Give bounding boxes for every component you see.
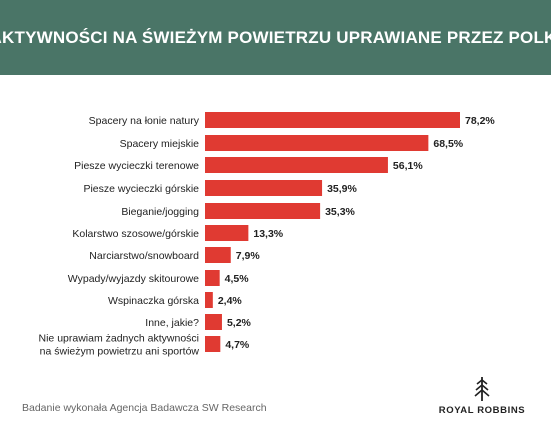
value-label: 13,3% bbox=[253, 228, 283, 240]
category-label: Wspinaczka górska bbox=[108, 295, 199, 307]
tree-icon bbox=[474, 377, 490, 401]
brand-name: ROYAL ROBBINS bbox=[438, 405, 526, 416]
category-label: Kolarstwo szosowe/górskie bbox=[72, 228, 199, 240]
category-label: Bieganie/jogging bbox=[121, 206, 199, 218]
category-label: Narciarstwo/snowboard bbox=[89, 250, 199, 262]
category-label: Inne, jakie? bbox=[145, 317, 199, 329]
chart-title: AKTYWNOŚCI NA ŚWIEŻYM POWIETRZU UPRAWIAN… bbox=[0, 27, 551, 47]
category-label: Spacery na łonie natury bbox=[89, 115, 200, 127]
value-label: 4,5% bbox=[225, 273, 250, 285]
bar bbox=[205, 270, 220, 286]
value-label: 56,1% bbox=[393, 160, 423, 172]
category-label: Piesze wycieczki górskie bbox=[83, 183, 199, 195]
category-label: Nie uprawiam żadnych aktywności na świeży… bbox=[39, 333, 200, 358]
bar bbox=[205, 180, 323, 196]
value-label: 35,9% bbox=[327, 183, 357, 195]
bar bbox=[205, 157, 388, 173]
bar bbox=[205, 135, 429, 151]
bar bbox=[205, 203, 321, 219]
value-label: 2,4% bbox=[218, 295, 243, 307]
category-label: Piesze wycieczki terenowe bbox=[74, 160, 199, 172]
bar bbox=[205, 225, 249, 241]
bar bbox=[205, 112, 460, 128]
bar bbox=[205, 247, 231, 263]
value-label: 78,2% bbox=[465, 115, 495, 127]
source-note: Badanie wykonała Agencja Badawcza SW Res… bbox=[22, 402, 267, 414]
value-label: 7,9% bbox=[236, 250, 261, 262]
value-label: 35,3% bbox=[325, 206, 355, 218]
category-label: Wypady/wyjazdy skitourowe bbox=[68, 273, 199, 285]
category-label: Spacery miejskie bbox=[120, 138, 200, 150]
header-banner: AKTYWNOŚCI NA ŚWIEŻYM POWIETRZU UPRAWIAN… bbox=[0, 0, 551, 75]
value-label: 68,5% bbox=[433, 138, 463, 150]
bar bbox=[205, 314, 222, 330]
bar bbox=[205, 292, 213, 308]
value-label: 4,7% bbox=[225, 339, 250, 351]
brand-logo: ROYAL ROBBINS bbox=[432, 376, 532, 422]
value-label: 5,2% bbox=[227, 317, 252, 329]
bar bbox=[205, 336, 221, 352]
